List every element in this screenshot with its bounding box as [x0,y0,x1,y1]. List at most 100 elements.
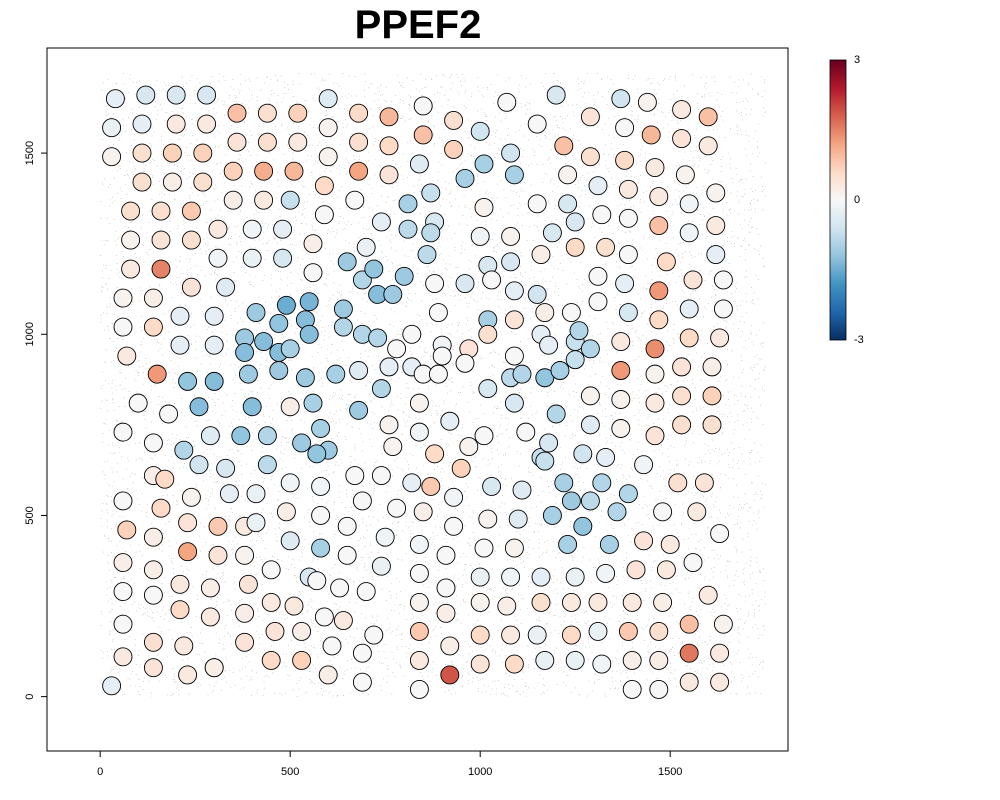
spot-point [261,650,281,670]
spot-point [311,506,331,525]
spot-point [117,520,137,540]
spot-point [527,194,547,214]
spot-point [637,92,657,112]
spot-point [618,179,638,199]
spot-point [649,310,669,330]
spot-point [504,654,524,674]
spot-point [383,437,403,457]
spot-point [143,560,163,580]
spot-point [371,466,391,486]
spot-point [501,252,521,272]
spot-point [113,553,133,573]
spot-point [200,426,220,446]
spot-point [292,433,312,453]
spot-point [501,567,521,587]
spot-point [143,527,163,547]
spot-point [292,621,312,641]
spot-point [349,132,369,152]
colorbar-min-label: -3 [854,334,864,346]
spot-point [151,230,171,250]
spot-point [197,114,217,134]
spot-point [588,266,608,286]
spot-point [436,603,456,623]
spot-point [710,524,730,544]
spot-point [269,313,289,333]
spot-point [379,107,399,127]
spot-point [710,643,730,663]
spot-point [227,132,247,152]
spot-point [113,491,133,511]
spot-point [178,665,198,685]
spot-point [672,129,692,149]
spot-point [558,165,578,185]
spot-point [379,165,399,185]
spot-point [314,607,334,627]
spot-point [330,578,350,598]
spot-point [193,143,213,163]
spot-point [280,531,300,551]
spot-point [254,332,274,351]
spot-point [368,328,388,348]
color-legend: 3 0 -3 [829,54,864,346]
spot-point [276,502,296,522]
spot-point [143,433,163,453]
spot-point [326,364,346,384]
spot-point [573,444,593,464]
spot-point [436,578,456,598]
spot-point [147,364,167,384]
spot-point [208,516,228,536]
spot-point [349,361,369,380]
spot-point [295,368,315,388]
spot-point [440,636,460,656]
spot-point [299,324,319,344]
spot-point [459,437,479,457]
spot-point [527,284,547,304]
spot-point [181,487,201,507]
spot-point [121,259,141,279]
spot-point [504,281,524,301]
spot-point [622,650,642,670]
spot-point [478,324,498,344]
spot-point [166,114,186,134]
spot-point [371,556,391,576]
spot-point [178,371,198,391]
spot-point [356,582,376,602]
spot-point [425,274,445,293]
spot-point [596,448,616,467]
x-tick-label: 0 [97,766,103,778]
spot-point [710,328,730,348]
spot-point [531,567,551,587]
spot-point [208,248,228,268]
spot-point [364,259,384,279]
spot-point [166,85,186,105]
spot-point [698,107,718,127]
spot-point [364,625,384,645]
spot-point [504,310,524,330]
spot-point [679,223,699,243]
spot-point [573,516,593,536]
spot-point [189,455,209,475]
spot-point [679,299,699,319]
spot-point [683,270,703,290]
spot-point [501,143,521,163]
spot-point [535,650,555,670]
spot-point [451,458,471,478]
spot-point [121,201,141,221]
spot-point [622,592,642,612]
spot-point [656,252,676,272]
spot-point [539,335,559,355]
spot-point [318,118,338,138]
spot-point [599,534,619,554]
spot-point [170,574,190,594]
spot-point [409,592,429,612]
spot-point [280,190,300,210]
spot-point [580,415,600,435]
spot-point [679,614,699,634]
spot-point [645,364,665,384]
spot-point [713,270,733,290]
spot-point [197,85,217,105]
spot-point [398,219,418,239]
spot-point [588,592,608,612]
colorbar-max-label: 3 [854,54,860,66]
spot-point [565,567,585,587]
